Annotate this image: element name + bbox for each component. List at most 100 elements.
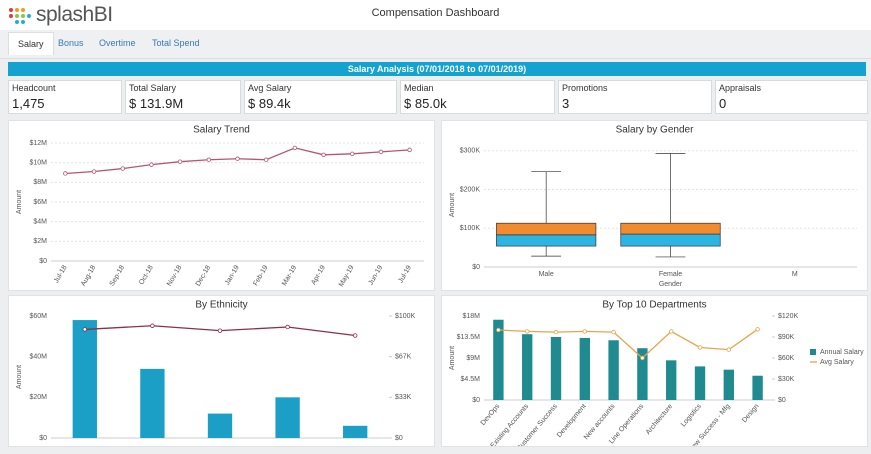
chart-title: Salary Trend: [193, 125, 250, 136]
y-tick-label: $20M: [29, 394, 47, 401]
line: [498, 328, 758, 359]
kpi-value: 0: [719, 96, 727, 111]
point: [496, 327, 501, 333]
bar: [522, 334, 533, 400]
point: [292, 145, 298, 151]
point: [150, 323, 155, 328]
y-tick-label: $4M: [33, 219, 47, 226]
bar: [637, 348, 648, 400]
panel: By Ethnicity $0 $20M $40M $60M $0 $33K $67K $100…: [8, 295, 435, 447]
page-title: Compensation Dashboard: [371, 7, 500, 19]
y-tick-label: $12M: [29, 140, 47, 147]
box-lower: [496, 234, 597, 247]
kpi-label: Avg Salary: [248, 83, 292, 93]
point: [378, 149, 384, 155]
y-tick-label: $6M: [33, 199, 47, 206]
y2-tick-label: $0: [778, 397, 786, 404]
chart-title: By Top 10 Departments: [602, 300, 706, 311]
tab[interactable]: Salary: [8, 32, 54, 55]
logo: splashBI: [36, 3, 113, 26]
bar: [275, 397, 300, 438]
bar: [694, 366, 706, 400]
x-tick-label: Nov-18: [166, 264, 183, 287]
tab[interactable]: Overtime: [99, 38, 136, 48]
x-tick-label: Female: [659, 271, 682, 278]
kpi-value: $ 85.0k: [404, 96, 447, 111]
panel: Salary by Gender $0 $100K $200K $300K Amount G…: [441, 120, 868, 291]
y-tick-label: $0: [39, 258, 47, 265]
kpi-card: Promotions 3: [558, 80, 712, 114]
y-axis-label: Amount: [449, 193, 456, 217]
x-tick-label: Design: [741, 403, 760, 424]
point: [120, 166, 125, 171]
tab[interactable]: Total Spend: [152, 38, 200, 48]
point: [285, 324, 290, 330]
y-tick-label: $200K: [460, 186, 481, 193]
kpi-label: Total Salary: [129, 83, 177, 93]
y2-tick-label: $0: [395, 435, 403, 442]
y-tick-label: $100K: [460, 225, 481, 232]
point: [553, 329, 559, 335]
y-tick-label: $13.5M: [457, 334, 481, 341]
kpi-value: $ 89.4k: [248, 96, 291, 111]
chart: Salary by Gender $0 $100K $200K $300K Amount G…: [449, 125, 857, 288]
x-axis-label: Gender: [659, 281, 683, 288]
y-tick-label: $2M: [33, 238, 47, 245]
point: [407, 147, 412, 153]
panel: Salary Trend $0 $2M $4M $6M $8M $10M $12M Amount…: [8, 120, 435, 291]
y-tick-label: $0: [472, 264, 480, 271]
chart: By Ethnicity $0 $20M $40M $60M $0 $33K $67K $100…: [16, 300, 416, 442]
box-lower: [620, 233, 721, 247]
point: [611, 329, 616, 335]
point: [726, 347, 731, 352]
y2-tick-label: $100K: [395, 313, 416, 320]
x-tick-label: May-19: [338, 264, 356, 288]
bar: [72, 320, 97, 438]
bar: [579, 337, 590, 400]
kpi-label: Median: [404, 83, 434, 93]
legend-label: Avg Salary: [820, 359, 854, 366]
x-tick-label: Sep-18: [109, 264, 126, 287]
x-tick-label: Aug-18: [80, 264, 97, 287]
y2-tick-label: $90K: [778, 334, 795, 341]
chart: Salary Trend $0 $2M $4M $6M $8M $10M $12M Amount…: [16, 125, 424, 288]
legend-swatch: [810, 349, 816, 355]
y-axis-label: Amount: [449, 346, 456, 370]
y-tick-label: $4.5M: [461, 376, 481, 383]
bar: [207, 413, 233, 438]
kpi-card: Avg Salary $ 89.4k: [244, 80, 397, 114]
y-tick-label: $60M: [29, 313, 47, 320]
kpi-label: Headcount: [12, 83, 56, 93]
y-tick-label: $10M: [29, 160, 47, 167]
header: splashBI Compensation Dashboard: [0, 0, 871, 30]
kpi-value: 3: [562, 96, 570, 111]
bar: [343, 425, 368, 438]
point: [235, 156, 240, 161]
bar: [140, 368, 165, 438]
box-upper: [620, 222, 721, 235]
y-axis-label: Amount: [16, 190, 23, 214]
y2-tick-label: $67K: [395, 354, 412, 361]
chart-title: By Ethnicity: [195, 300, 247, 311]
x-tick-label: Jun-19: [368, 264, 385, 286]
point: [63, 171, 68, 176]
point: [353, 333, 358, 338]
bar: [493, 319, 504, 400]
bar: [723, 369, 734, 400]
point: [263, 157, 269, 162]
point: [350, 151, 355, 157]
y-tick-label: $0: [472, 397, 480, 404]
x-tick-label: M: [792, 271, 798, 278]
tab[interactable]: Bonus: [58, 38, 84, 48]
point: [82, 327, 87, 332]
kpi-card: Headcount 1,475: [8, 80, 122, 114]
point: [524, 329, 530, 334]
kpi-card: Median $ 85.0k: [400, 80, 555, 114]
x-tick-label: Feb-19: [252, 264, 269, 287]
point: [668, 329, 674, 334]
point: [217, 328, 223, 333]
y-tick-label: $18M: [462, 313, 480, 320]
chart: By Top 10 Departments $0 $4.5M $9M $13.5M $18…: [449, 300, 864, 446]
x-tick-label: Development: [556, 403, 588, 439]
